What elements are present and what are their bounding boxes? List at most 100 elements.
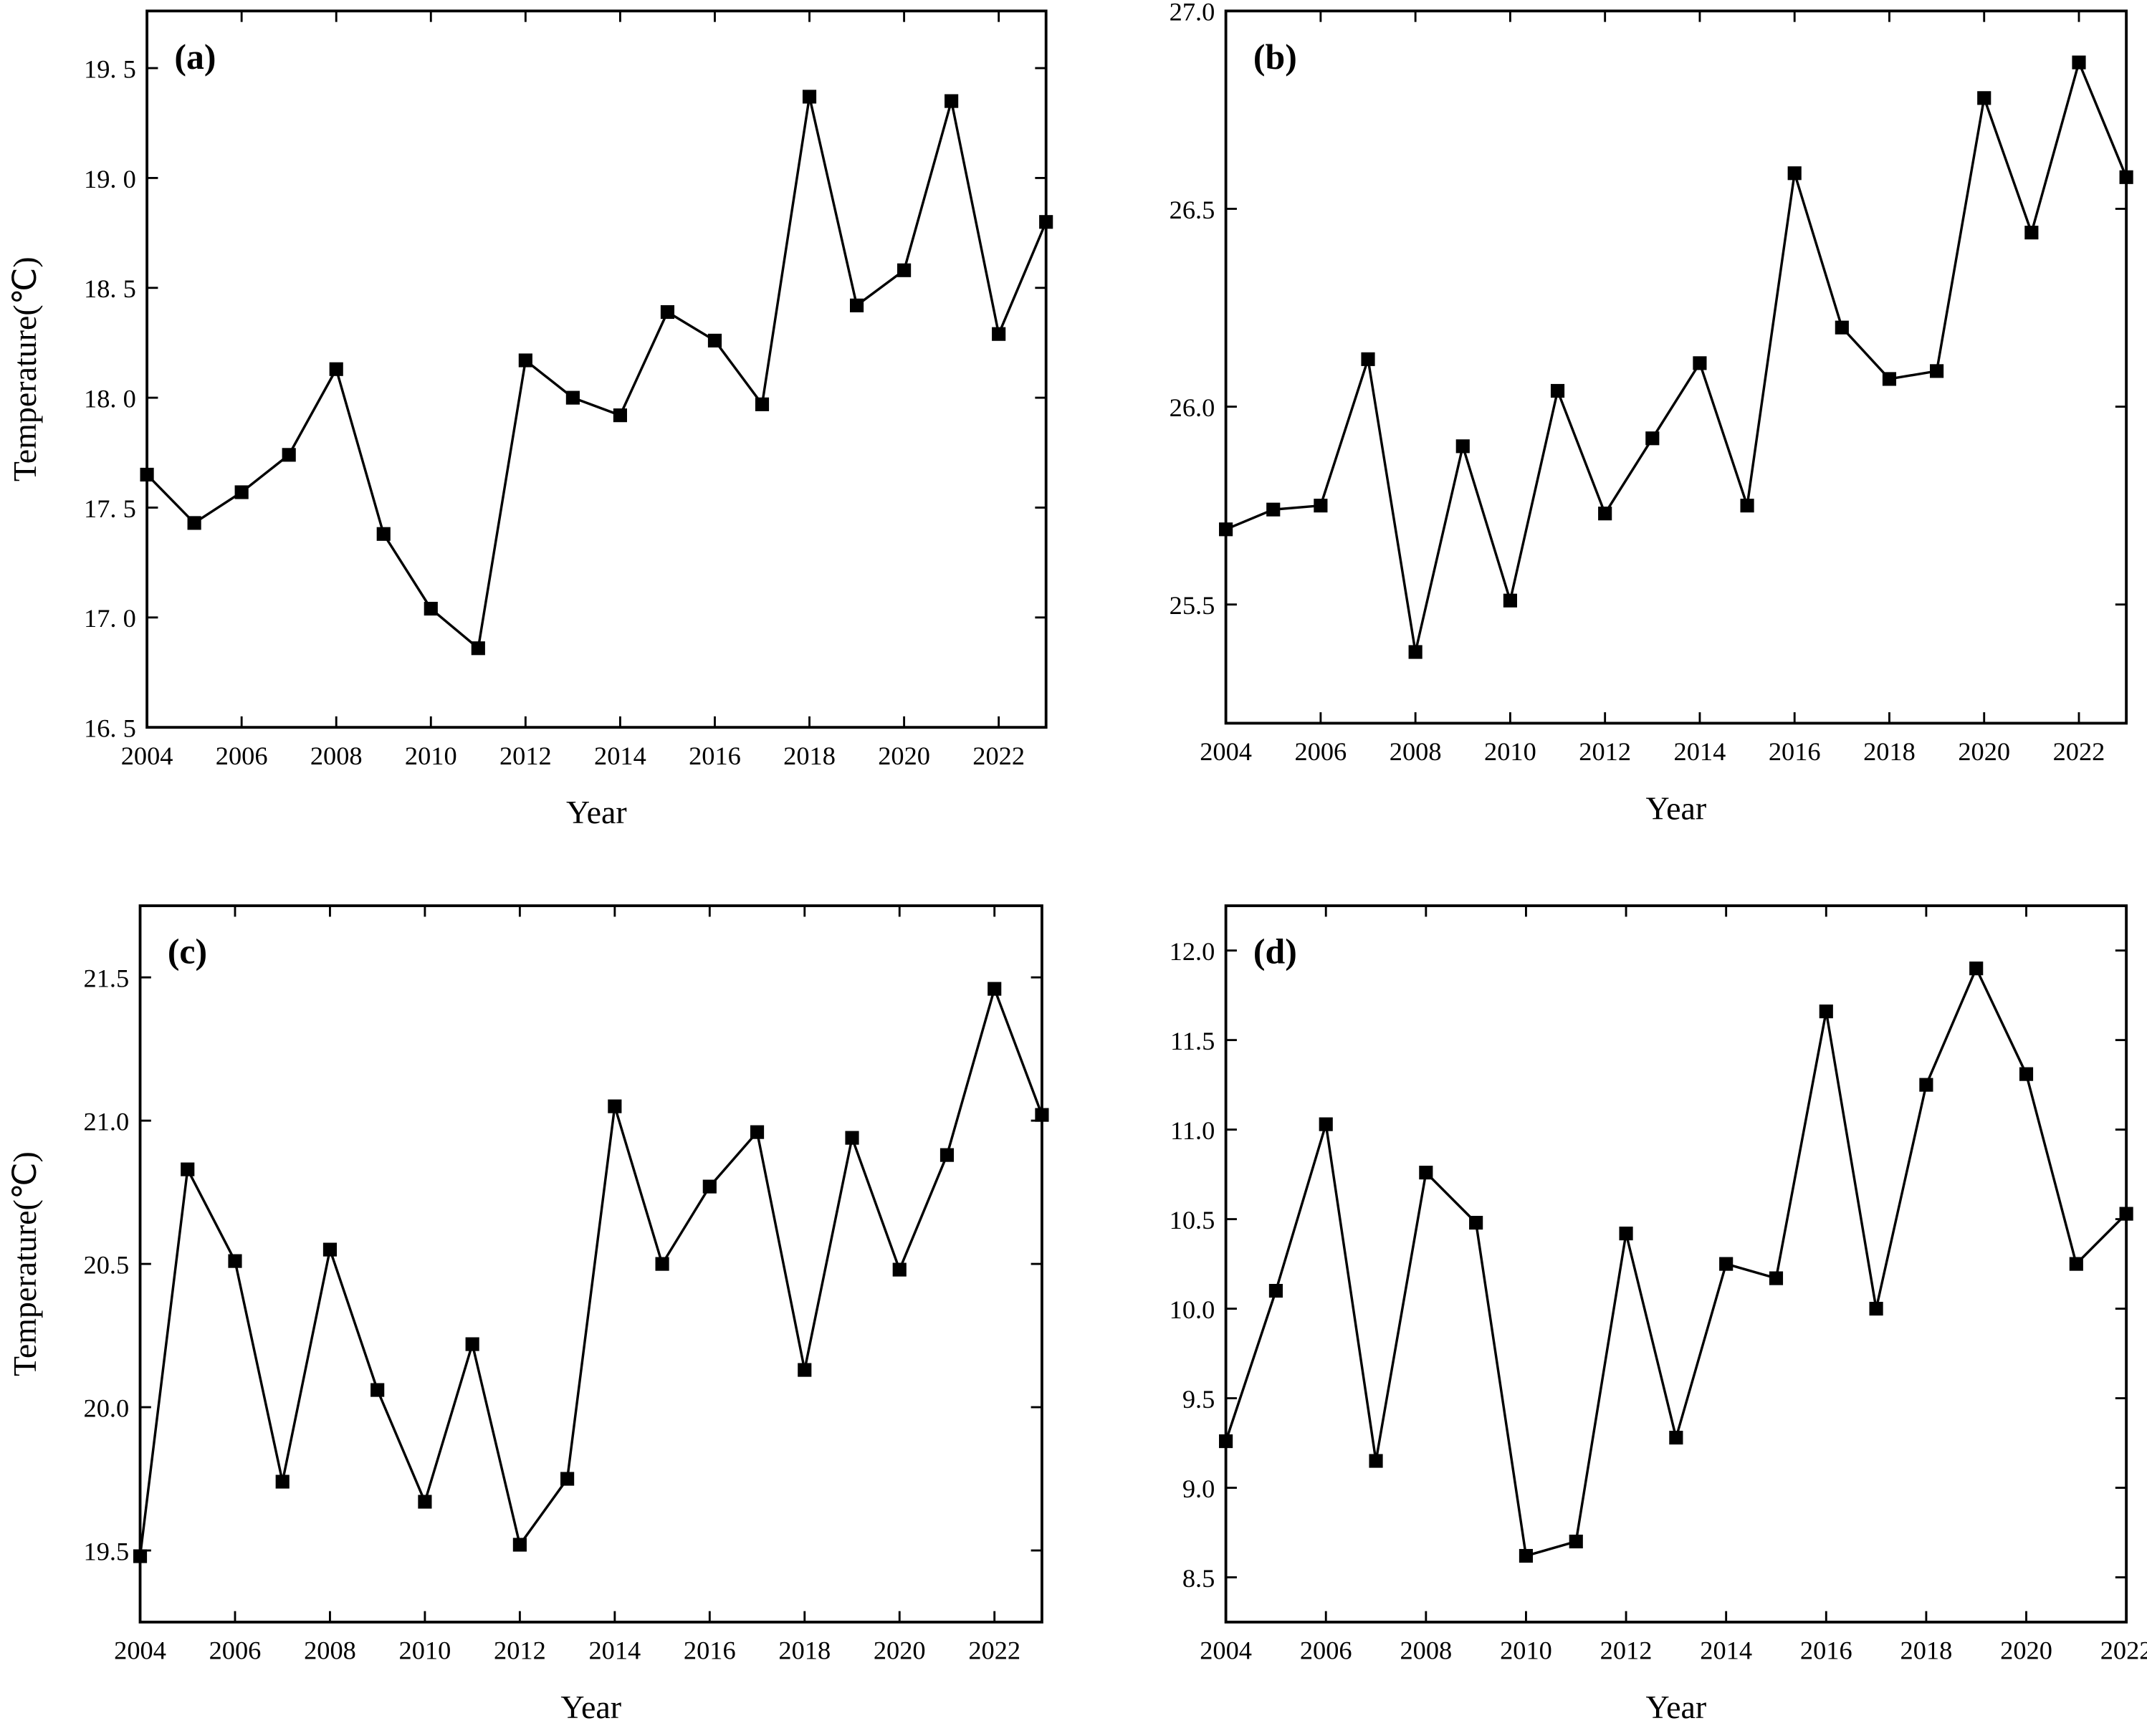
data-point (1314, 499, 1328, 513)
data-point (2019, 1067, 2034, 1081)
y-tick-label: 27.0 (1170, 0, 1215, 27)
data-point (1835, 320, 1849, 335)
data-point (1455, 439, 1470, 454)
data-point (370, 1383, 385, 1397)
data-point (512, 1538, 527, 1552)
y-tick-label: 18. 0 (84, 385, 136, 413)
plot-frame (1224, 904, 2128, 1624)
data-point (1740, 499, 1754, 513)
data-point (140, 467, 154, 482)
panel-title: (d) (1253, 932, 1297, 972)
data-point (1266, 502, 1281, 517)
data-point (802, 90, 817, 104)
y-tick-label: 17. 0 (84, 604, 136, 633)
data-line (138, 984, 1043, 1557)
data-point (1977, 91, 1991, 105)
data-point (1569, 1534, 1583, 1549)
data-point (518, 353, 532, 368)
plot-frame (138, 904, 1043, 1624)
y-tick-label: 9.5 (1182, 1385, 1215, 1414)
data-point (465, 1337, 479, 1351)
data-point (1598, 507, 1612, 521)
x-tick-label: 2006 (1300, 1636, 1352, 1665)
x-axis-label: Year (1646, 790, 1707, 827)
x-tick-label: 2004 (121, 742, 173, 770)
data-point (565, 390, 580, 405)
data-point (660, 304, 675, 320)
y-tick-label: 19.5 (84, 1537, 130, 1565)
x-tick-label: 2022 (2053, 737, 2105, 766)
data-point (1645, 431, 1660, 446)
x-tick-label: 2018 (1900, 1636, 1953, 1665)
data-point (988, 982, 1002, 996)
y-tick-label: 20.5 (84, 1251, 130, 1280)
y-tick-label: 9.0 (1182, 1474, 1215, 1503)
x-tick-label: 2016 (1769, 737, 1821, 766)
y-tick-label: 21.5 (84, 964, 130, 993)
data-point (376, 527, 391, 541)
data-point (1669, 1430, 1683, 1445)
x-tick-label: 2016 (684, 1636, 736, 1665)
data-point (1693, 356, 1707, 370)
panel-title: (c) (168, 932, 207, 972)
data-point (560, 1472, 575, 1486)
x-tick-label: 2008 (1390, 737, 1442, 766)
data-point (655, 1257, 669, 1271)
x-tick-label: 2010 (405, 742, 457, 770)
data-point (1882, 372, 1897, 386)
data-point (2119, 170, 2133, 184)
x-tick-label: 2020 (874, 1636, 926, 1665)
x-axis-label: Year (566, 794, 627, 830)
data-point (1819, 1004, 1833, 1019)
data-point (1869, 1302, 1883, 1316)
y-tick-label: 25.5 (1170, 591, 1215, 620)
x-tick-label: 2004 (1200, 737, 1252, 766)
data-point (2072, 55, 2086, 69)
x-axis-label: Year (560, 1689, 621, 1725)
data-point (849, 298, 864, 312)
y-tick-label: 11.5 (1170, 1027, 1215, 1055)
data-point (939, 1148, 955, 1162)
data-point (845, 1131, 859, 1145)
data-point (133, 1549, 148, 1563)
data-point (1035, 1108, 1049, 1122)
x-tick-label: 2006 (1295, 737, 1347, 766)
x-tick-label: 2014 (594, 742, 646, 770)
x-tick-label: 2022 (2100, 1636, 2147, 1665)
y-tick-label: 10.0 (1170, 1295, 1215, 1324)
data-point (945, 94, 959, 108)
panel: 8.5 9.0 9.5 10.0 10.5 11.0 11.5 12.0 2004 2006 200… (1170, 904, 2147, 1725)
y-tick-label: 11.0 (1170, 1116, 1215, 1145)
x-tick-label: 2006 (209, 1636, 262, 1665)
data-point (1769, 1271, 1784, 1285)
x-tick-label: 2014 (1674, 737, 1726, 766)
panel: 25.5 26.0 26.5 27.0 2004 2006 2008 2010 2012 2014… (1170, 0, 2133, 827)
y-tick-label: 16. 5 (84, 714, 136, 743)
data-point (1919, 1078, 1933, 1092)
data-point (1219, 522, 1233, 537)
x-tick-label: 2018 (783, 742, 836, 770)
y-tick-label: 10.5 (1170, 1206, 1215, 1234)
data-line (1225, 58, 2128, 653)
data-point (1719, 1257, 1734, 1271)
x-tick-label: 2016 (1800, 1636, 1852, 1665)
x-tick-label: 2012 (494, 1636, 546, 1665)
y-tick-label: 18. 5 (84, 274, 136, 303)
data-point (798, 1363, 812, 1377)
data-point (702, 1179, 717, 1194)
x-tick-label: 2004 (114, 1636, 166, 1665)
data-point (228, 1254, 242, 1268)
data-point (234, 485, 249, 499)
data-point (181, 1162, 195, 1176)
y-tick-label: 19. 5 (84, 54, 136, 83)
data-point (1930, 364, 1944, 378)
panel-title: (b) (1253, 37, 1297, 77)
data-point (992, 327, 1006, 341)
y-tick-label: 20.0 (84, 1394, 130, 1422)
data-line (145, 96, 1048, 651)
data-point (2119, 1207, 2133, 1221)
panel-title: (a) (174, 37, 216, 77)
data-point (1550, 383, 1565, 398)
x-tick-label: 2018 (778, 1636, 831, 1665)
data-point (613, 408, 627, 423)
